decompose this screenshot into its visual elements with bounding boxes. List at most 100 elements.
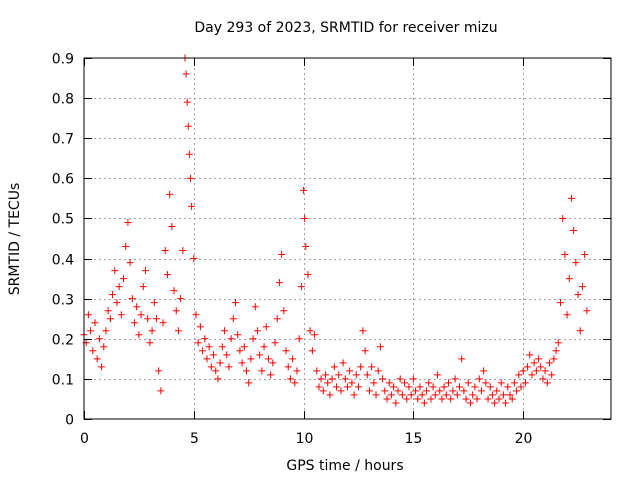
data-point xyxy=(301,214,309,222)
data-point xyxy=(210,351,218,359)
data-point xyxy=(297,283,305,291)
data-point xyxy=(144,315,152,323)
x-tick-label: 10 xyxy=(296,431,314,447)
data-point xyxy=(390,383,398,391)
data-point xyxy=(319,387,327,395)
data-point xyxy=(146,339,154,347)
y-tick-label: 0.1 xyxy=(52,373,74,389)
y-tick-label: 0.2 xyxy=(52,333,74,349)
y-tick-label: 0.9 xyxy=(52,52,74,68)
data-point xyxy=(519,367,527,375)
y-tick-label: 0.3 xyxy=(52,293,74,309)
data-points xyxy=(80,54,591,407)
data-point xyxy=(89,347,97,355)
data-point xyxy=(199,347,207,355)
data-point xyxy=(234,331,242,339)
data-point xyxy=(381,387,389,395)
data-point xyxy=(155,367,163,375)
data-point xyxy=(363,371,371,379)
x-tick-label: 0 xyxy=(80,431,89,447)
data-point xyxy=(539,375,547,383)
data-point xyxy=(284,363,292,371)
data-point xyxy=(438,395,446,403)
x-axis: 0 5 10 15 20 xyxy=(80,58,532,447)
data-point xyxy=(251,303,259,311)
data-point xyxy=(458,355,466,363)
data-point xyxy=(203,355,211,363)
data-point xyxy=(348,379,356,387)
data-point xyxy=(398,391,406,399)
data-point xyxy=(427,395,435,403)
y-axis-title: SRMTID / TECUs xyxy=(7,183,23,296)
data-point xyxy=(124,218,132,226)
data-point xyxy=(352,371,360,379)
data-point xyxy=(183,98,191,106)
data-point xyxy=(109,291,117,299)
data-point xyxy=(581,251,589,259)
data-point xyxy=(174,327,182,335)
data-point xyxy=(578,283,586,291)
data-point xyxy=(113,299,121,307)
data-point xyxy=(157,387,165,395)
data-point xyxy=(372,391,380,399)
data-point xyxy=(271,339,279,347)
data-point xyxy=(445,379,453,387)
data-point xyxy=(403,395,411,403)
data-point xyxy=(236,347,244,355)
data-point xyxy=(495,395,503,403)
data-point xyxy=(502,399,510,407)
data-point xyxy=(330,363,338,371)
data-point xyxy=(420,399,428,407)
data-point xyxy=(526,351,534,359)
data-point xyxy=(506,391,514,399)
data-point xyxy=(434,371,442,379)
data-point xyxy=(166,190,174,198)
data-point xyxy=(570,226,578,234)
data-point xyxy=(188,202,196,210)
data-point xyxy=(232,299,240,307)
data-point xyxy=(328,375,336,383)
data-point xyxy=(482,379,490,387)
x-tick-label: 15 xyxy=(405,431,423,447)
data-point xyxy=(499,391,507,399)
y-tick-label: 0.5 xyxy=(52,212,74,228)
data-point xyxy=(240,343,248,351)
data-point xyxy=(357,363,365,371)
data-point xyxy=(115,283,123,291)
data-point xyxy=(214,375,222,383)
data-point xyxy=(528,371,536,379)
data-point xyxy=(104,307,112,315)
y-tick-label: 0.6 xyxy=(52,172,74,188)
data-point xyxy=(227,335,235,343)
data-point xyxy=(218,343,226,351)
data-point xyxy=(120,275,128,283)
data-point xyxy=(488,391,496,399)
data-point xyxy=(186,174,194,182)
y-tick-label: 0.4 xyxy=(52,253,74,269)
data-point xyxy=(242,367,250,375)
data-point xyxy=(464,379,472,387)
data-point xyxy=(262,323,270,331)
data-point xyxy=(289,355,297,363)
data-point xyxy=(317,375,325,383)
data-point xyxy=(344,383,351,391)
data-point xyxy=(350,391,358,399)
data-point xyxy=(535,355,543,363)
data-point xyxy=(223,351,231,359)
data-point xyxy=(280,307,288,315)
plot-frame xyxy=(83,57,612,420)
data-point xyxy=(504,383,512,391)
data-point xyxy=(335,371,343,379)
data-point xyxy=(135,331,143,339)
data-point xyxy=(346,367,354,375)
data-point xyxy=(409,375,417,383)
data-point xyxy=(87,327,95,335)
data-point xyxy=(477,387,485,395)
x-tick-label: 5 xyxy=(190,431,199,447)
data-point xyxy=(141,267,149,275)
data-point xyxy=(510,379,518,387)
data-point xyxy=(302,243,310,251)
data-point xyxy=(451,375,459,383)
data-point xyxy=(137,311,145,319)
data-point xyxy=(583,307,591,315)
